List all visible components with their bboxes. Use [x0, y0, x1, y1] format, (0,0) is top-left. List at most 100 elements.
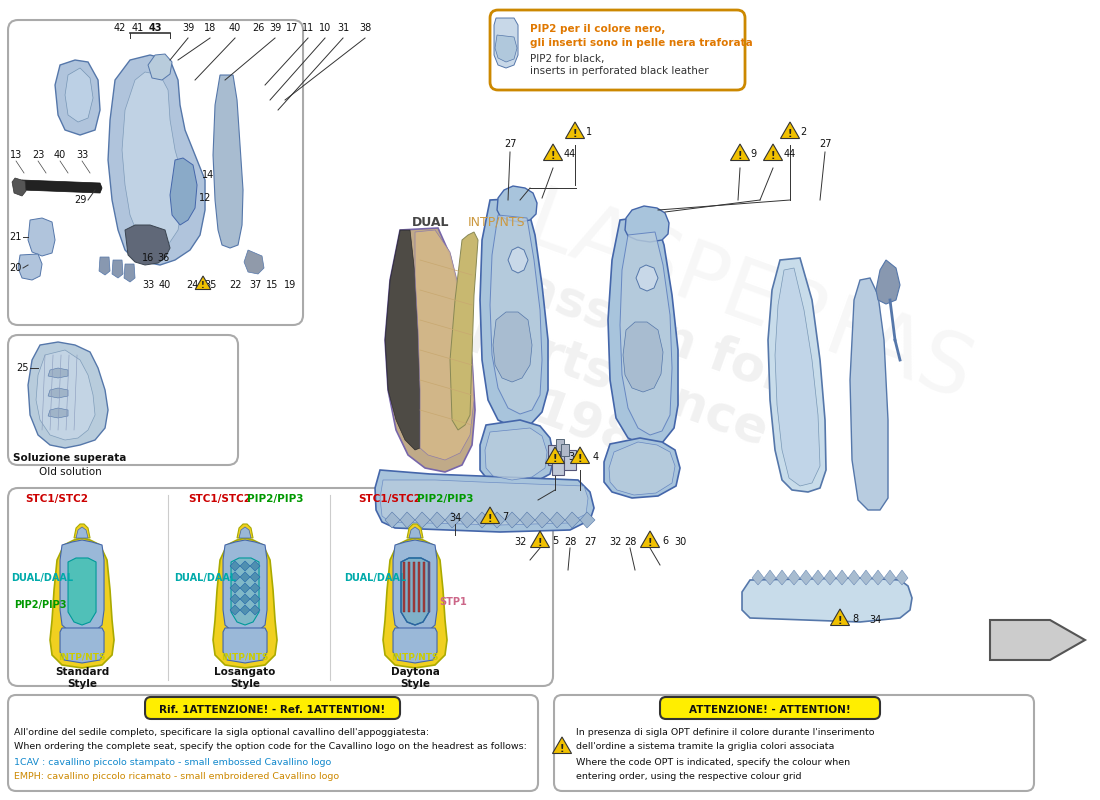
Polygon shape	[28, 218, 55, 256]
Polygon shape	[752, 570, 764, 585]
Polygon shape	[385, 228, 475, 472]
Text: Standard
Style: Standard Style	[55, 667, 109, 689]
Text: PIP2/PIP3: PIP2/PIP3	[246, 494, 304, 504]
Polygon shape	[18, 254, 42, 280]
Polygon shape	[250, 561, 260, 571]
Polygon shape	[768, 258, 826, 492]
Polygon shape	[564, 450, 576, 470]
Text: 13: 13	[10, 150, 22, 160]
Text: 44: 44	[784, 149, 796, 159]
Text: INTP/NTS: INTP/NTS	[221, 653, 268, 662]
FancyBboxPatch shape	[8, 335, 238, 465]
Polygon shape	[239, 527, 251, 538]
Text: 4: 4	[593, 452, 600, 462]
Polygon shape	[48, 388, 68, 398]
Text: INTP/NTS: INTP/NTS	[58, 653, 106, 662]
Polygon shape	[424, 562, 425, 612]
Text: 34: 34	[869, 615, 881, 625]
Text: dell'ordine a sistema tramite la griglia colori associata: dell'ordine a sistema tramite la griglia…	[576, 742, 835, 751]
Polygon shape	[548, 445, 560, 465]
Polygon shape	[860, 570, 872, 585]
Text: 43: 43	[148, 23, 162, 33]
Polygon shape	[896, 570, 907, 585]
Text: 2: 2	[800, 127, 806, 137]
Text: 1CAV : cavallino piccolo stampato - small embossed Cavallino logo: 1CAV : cavallino piccolo stampato - smal…	[14, 758, 331, 767]
Polygon shape	[824, 570, 836, 585]
Polygon shape	[481, 507, 499, 523]
Text: PIP2 for black,: PIP2 for black,	[530, 54, 604, 64]
FancyBboxPatch shape	[554, 695, 1034, 791]
Polygon shape	[625, 206, 669, 242]
Text: 27: 27	[818, 139, 832, 149]
Text: STC1/STC2: STC1/STC2	[25, 494, 88, 504]
Text: Daytona
Style: Daytona Style	[390, 667, 440, 689]
Text: 21: 21	[9, 232, 21, 242]
Polygon shape	[565, 512, 580, 528]
Text: 37: 37	[249, 280, 261, 290]
Text: DUAL/DAAL: DUAL/DAAL	[11, 573, 73, 583]
Polygon shape	[412, 562, 415, 612]
Text: !: !	[573, 129, 578, 139]
Polygon shape	[781, 122, 800, 138]
Polygon shape	[848, 570, 860, 585]
Polygon shape	[742, 578, 912, 622]
Text: 29: 29	[74, 195, 86, 205]
Polygon shape	[236, 524, 253, 538]
Polygon shape	[403, 562, 405, 612]
Polygon shape	[148, 54, 172, 80]
Polygon shape	[409, 527, 421, 538]
FancyBboxPatch shape	[8, 488, 553, 686]
Text: 40: 40	[54, 150, 66, 160]
Text: Old solution: Old solution	[39, 467, 101, 477]
Text: EMPH: cavallino piccolo ricamato - small embroidered Cavallino logo: EMPH: cavallino piccolo ricamato - small…	[14, 772, 339, 781]
Polygon shape	[383, 538, 447, 668]
Polygon shape	[415, 512, 430, 528]
Polygon shape	[231, 558, 258, 625]
Text: 1: 1	[586, 127, 592, 137]
Polygon shape	[520, 512, 535, 528]
Polygon shape	[240, 572, 250, 582]
Text: 9: 9	[750, 149, 756, 159]
Text: !: !	[551, 151, 556, 161]
Text: 5: 5	[552, 536, 559, 546]
Text: 24: 24	[186, 280, 198, 290]
Polygon shape	[408, 562, 410, 612]
FancyBboxPatch shape	[660, 697, 880, 719]
Text: STC1/STC2: STC1/STC2	[188, 494, 252, 504]
Text: inserts in perforated black leather: inserts in perforated black leather	[530, 66, 708, 76]
Text: 34: 34	[449, 513, 461, 523]
Polygon shape	[400, 512, 415, 528]
Text: 32: 32	[514, 537, 526, 547]
Text: 44: 44	[564, 149, 576, 159]
Text: !: !	[648, 538, 652, 548]
Polygon shape	[490, 215, 542, 414]
Polygon shape	[170, 158, 197, 225]
Polygon shape	[223, 540, 267, 635]
Text: LASPERFAS: LASPERFAS	[516, 182, 984, 418]
Polygon shape	[385, 512, 400, 528]
Polygon shape	[418, 562, 420, 612]
Text: !: !	[738, 151, 742, 161]
Text: 26: 26	[252, 23, 264, 33]
Polygon shape	[240, 583, 250, 593]
Text: 41: 41	[132, 23, 144, 33]
Text: 19: 19	[284, 280, 296, 290]
Polygon shape	[446, 512, 460, 528]
Polygon shape	[230, 572, 240, 582]
Text: !: !	[487, 514, 493, 524]
Text: !: !	[771, 151, 775, 161]
Polygon shape	[250, 583, 260, 593]
Polygon shape	[580, 512, 595, 528]
Polygon shape	[990, 620, 1085, 660]
Text: Soluzione superata: Soluzione superata	[13, 453, 127, 463]
Polygon shape	[535, 512, 550, 528]
Polygon shape	[480, 198, 548, 428]
Text: 10: 10	[319, 23, 331, 33]
Polygon shape	[124, 264, 135, 282]
Polygon shape	[764, 570, 776, 585]
Polygon shape	[460, 512, 475, 528]
Text: 14: 14	[202, 170, 215, 180]
Polygon shape	[623, 322, 663, 392]
Polygon shape	[240, 594, 250, 604]
Polygon shape	[250, 594, 260, 604]
